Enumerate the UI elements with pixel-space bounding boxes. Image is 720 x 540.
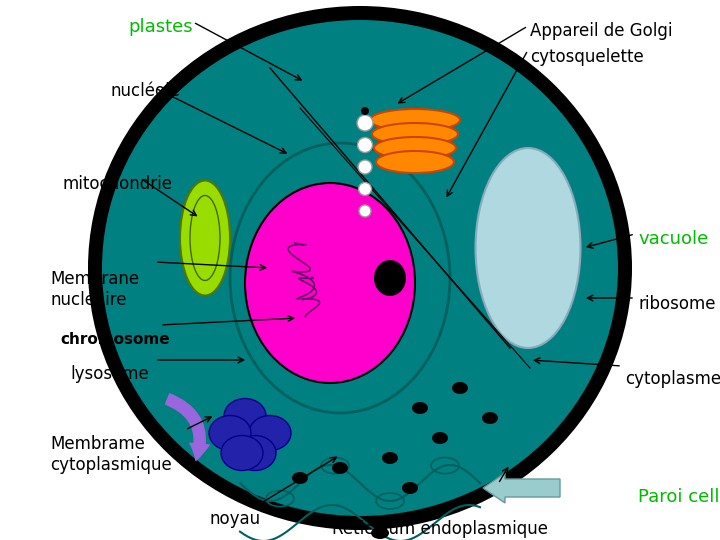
Text: mitochondrie: mitochondrie xyxy=(62,175,172,193)
Ellipse shape xyxy=(359,205,371,217)
Text: Réticulum endoplasmique: Réticulum endoplasmique xyxy=(332,520,548,538)
Ellipse shape xyxy=(382,452,398,464)
Text: cytoplasme: cytoplasme xyxy=(625,370,720,388)
Ellipse shape xyxy=(221,435,263,470)
Ellipse shape xyxy=(234,435,276,470)
Text: Membrame
cytoplasmique: Membrame cytoplasmique xyxy=(50,435,172,474)
Ellipse shape xyxy=(358,138,372,152)
Text: Appareil de Golgi: Appareil de Golgi xyxy=(530,22,672,40)
FancyArrow shape xyxy=(483,473,560,503)
Text: Paroi cellulaire: Paroi cellulaire xyxy=(638,488,720,506)
Ellipse shape xyxy=(376,151,454,173)
Ellipse shape xyxy=(180,180,230,295)
Ellipse shape xyxy=(209,415,251,450)
Ellipse shape xyxy=(402,482,418,494)
Ellipse shape xyxy=(332,462,348,474)
FancyArrowPatch shape xyxy=(166,394,210,461)
Ellipse shape xyxy=(412,402,428,414)
Text: chromosome: chromosome xyxy=(60,332,170,347)
Ellipse shape xyxy=(370,109,460,131)
Text: noyau: noyau xyxy=(210,510,261,528)
Ellipse shape xyxy=(88,6,632,530)
Ellipse shape xyxy=(358,160,372,174)
Ellipse shape xyxy=(361,107,369,115)
Text: plastes: plastes xyxy=(128,18,193,36)
Ellipse shape xyxy=(374,260,406,296)
Text: lysosome: lysosome xyxy=(70,365,149,383)
Text: vacuole: vacuole xyxy=(638,230,708,248)
Ellipse shape xyxy=(475,148,580,348)
Ellipse shape xyxy=(357,115,373,131)
Ellipse shape xyxy=(374,137,456,159)
Ellipse shape xyxy=(224,399,266,434)
Text: nucléole: nucléole xyxy=(110,82,180,100)
Text: Membrane
nucléaire: Membrane nucléaire xyxy=(50,270,139,309)
Ellipse shape xyxy=(432,432,448,444)
Ellipse shape xyxy=(482,412,498,424)
Ellipse shape xyxy=(102,20,618,516)
Ellipse shape xyxy=(371,527,389,539)
Ellipse shape xyxy=(452,382,468,394)
Ellipse shape xyxy=(372,123,458,145)
Text: cytosquelette: cytosquelette xyxy=(530,48,644,66)
Ellipse shape xyxy=(292,472,308,484)
Ellipse shape xyxy=(359,183,372,195)
Text: ribosome: ribosome xyxy=(638,295,716,313)
Ellipse shape xyxy=(249,415,291,450)
Ellipse shape xyxy=(245,183,415,383)
